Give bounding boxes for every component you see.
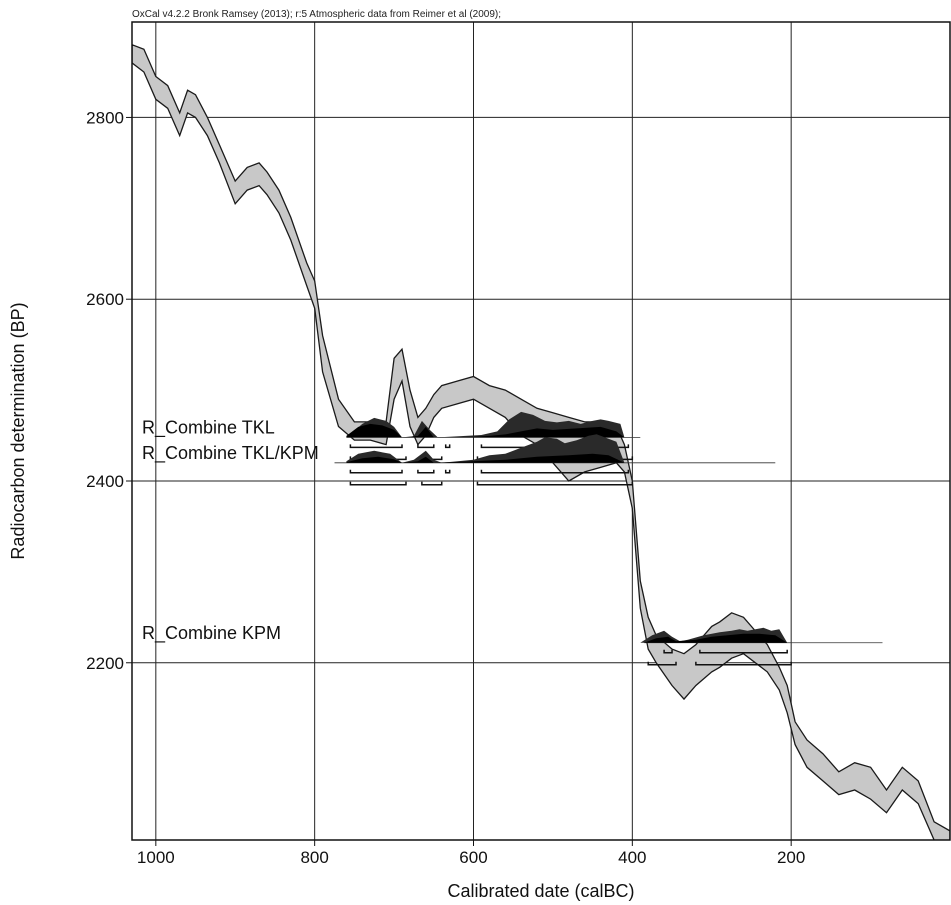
range-68-bracket <box>480 469 630 474</box>
range-68-bracket <box>663 649 673 654</box>
y-axis-ticks: 2200 2400 2600 2800 <box>86 108 132 673</box>
x-axis-label: Calibrated date (calBC) <box>447 881 634 901</box>
plot-frame <box>131 21 951 841</box>
x-axis-ticks: 1000 800 600 400 200 <box>137 840 805 867</box>
distribution: R_Combine KPM <box>142 623 883 666</box>
distributions: R_Combine TKL R_Combine TKL/KPM R_Combine … <box>142 411 883 666</box>
range-95-bracket <box>695 661 792 666</box>
distribution-label: R_Combine KPM <box>142 623 281 644</box>
range-68-bracket <box>444 444 451 449</box>
x-tick-label: 600 <box>459 848 487 867</box>
distribution-label: R_Combine TKL/KPM <box>142 443 319 464</box>
distribution-label: R_Combine TKL <box>142 417 275 438</box>
distribution: R_Combine TKL/KPM <box>142 434 776 486</box>
y-tick-label: 2600 <box>86 290 124 309</box>
y-tick-label: 2400 <box>86 472 124 491</box>
y-axis-label: Radiocarbon determination (BP) <box>8 302 28 559</box>
posterior-distribution <box>346 453 625 463</box>
range-95-bracket <box>421 481 443 486</box>
x-tick-label: 400 <box>618 848 646 867</box>
range-68-bracket <box>699 649 788 654</box>
chart-credit: OxCal v4.2.2 Bronk Ramsey (2013); r:5 At… <box>132 9 501 20</box>
grid <box>132 22 950 840</box>
range-95-bracket <box>476 481 634 486</box>
posterior-distribution <box>346 423 625 438</box>
range-95-bracket <box>647 661 677 666</box>
range-95-bracket <box>349 481 407 486</box>
x-tick-label: 1000 <box>137 848 175 867</box>
range-68-bracket <box>417 444 435 449</box>
y-tick-label: 2800 <box>86 108 124 127</box>
range-68-bracket <box>417 469 435 474</box>
posterior-distribution <box>644 633 788 643</box>
y-tick-label: 2200 <box>86 654 124 673</box>
range-68-bracket <box>349 444 403 449</box>
x-tick-label: 200 <box>777 848 805 867</box>
range-68-bracket <box>349 469 403 474</box>
range-68-bracket <box>444 469 451 474</box>
x-tick-label: 800 <box>300 848 328 867</box>
prior-distribution <box>346 434 625 463</box>
